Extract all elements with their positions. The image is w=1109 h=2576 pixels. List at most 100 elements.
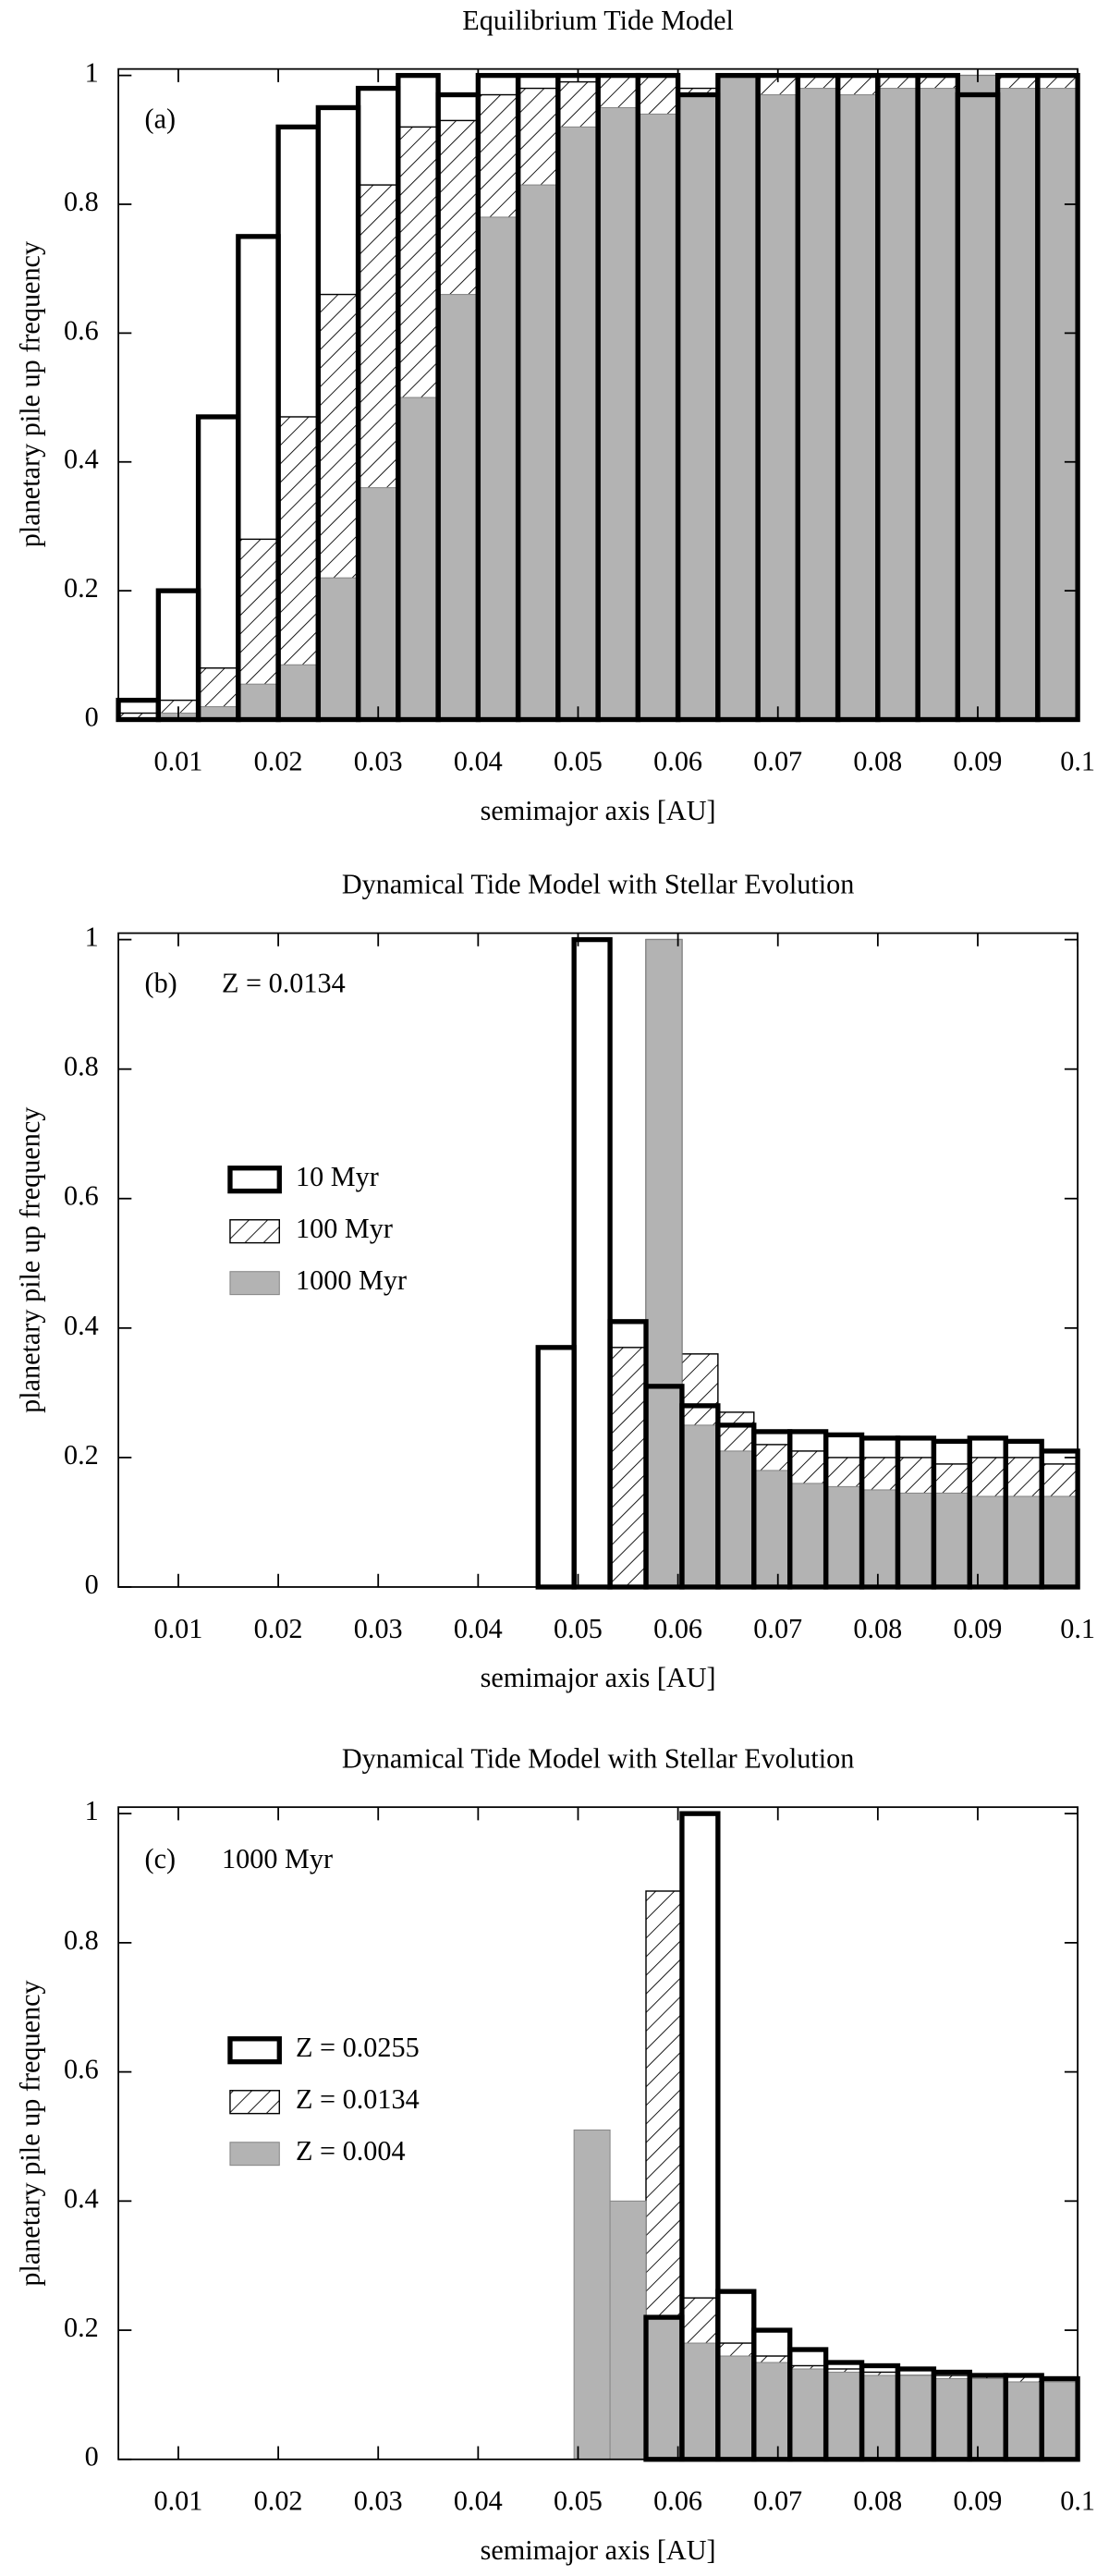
x-tick-label: 0.09: [954, 2485, 1003, 2517]
y-tick-label: 0: [85, 1569, 99, 1600]
x-tick-label: 0.06: [653, 745, 702, 776]
bar: [645, 939, 683, 1588]
annotation: (a): [145, 103, 177, 134]
bar: [896, 2375, 934, 2460]
legend-swatch: [229, 1219, 280, 1244]
y-tick-label: 0: [85, 2441, 99, 2472]
chart-title: Dynamical Tide Model with Stellar Evolut…: [342, 869, 855, 900]
bar: [997, 88, 1039, 721]
y-tick-label: 0.4: [64, 1310, 99, 1341]
x-tick-label: 0.1: [1060, 745, 1095, 776]
annotation: 1000 Myr: [222, 1843, 333, 1874]
bar: [645, 2316, 683, 2460]
x-tick-label: 0.06: [653, 2485, 702, 2517]
bar: [861, 1489, 899, 1588]
bar: [1041, 1496, 1079, 1588]
bar: [957, 75, 999, 721]
y-axis-label: planetary pile up frequency: [15, 1107, 46, 1413]
legend-label: 10 Myr: [296, 1161, 379, 1192]
x-tick-label: 0.06: [653, 1613, 702, 1644]
x-tick-label: 0.1: [1060, 2485, 1095, 2517]
y-tick-label: 1: [85, 57, 99, 89]
x-tick-label: 0.07: [753, 1613, 802, 1644]
bar: [969, 2377, 1006, 2460]
y-tick-label: 0.6: [64, 2054, 99, 2085]
plot-frame: [117, 932, 1079, 1588]
y-tick-label: 0.8: [64, 186, 99, 217]
bar: [1005, 2381, 1042, 2460]
bar: [681, 2342, 719, 2460]
legend-swatch: [227, 1166, 282, 1194]
bar: [837, 93, 879, 721]
bar: [969, 1496, 1006, 1588]
x-axis-label: semimajor axis [AU]: [481, 2534, 716, 2566]
y-tick-label: 0.8: [64, 1051, 99, 1082]
bar: [825, 1485, 863, 1588]
legend-label: 100 Myr: [296, 1213, 393, 1244]
bar: [717, 1450, 755, 1588]
chart-title: Dynamical Tide Model with Stellar Evolut…: [342, 1742, 855, 1774]
x-tick-label: 0.07: [753, 745, 802, 776]
x-tick-label: 0.08: [853, 745, 902, 776]
x-tick-label: 0.1: [1060, 1613, 1095, 1644]
bar: [358, 487, 399, 721]
x-tick-label: 0.02: [254, 745, 303, 776]
chart-title: Equilibrium Tide Model: [462, 5, 734, 36]
bar: [1005, 1496, 1042, 1588]
x-tick-label: 0.03: [354, 1613, 403, 1644]
x-tick-label: 0.02: [254, 2485, 303, 2517]
bar: [1041, 2381, 1079, 2460]
bar: [789, 1483, 827, 1588]
legend-label: Z = 0.0134: [296, 2083, 420, 2115]
bar: [677, 93, 719, 721]
bar: [238, 683, 279, 721]
legend-swatch: [227, 2036, 282, 2065]
x-tick-label: 0.08: [853, 2485, 902, 2517]
bar: [573, 2129, 611, 2460]
x-tick-label: 0.04: [454, 2485, 503, 2517]
bar: [609, 1347, 647, 1588]
y-tick-label: 0.6: [64, 1180, 99, 1212]
bar: [557, 126, 599, 721]
x-tick-label: 0.01: [154, 2485, 203, 2517]
bar: [681, 1424, 719, 1588]
y-tick-label: 0.4: [64, 2182, 99, 2214]
x-axis-label: semimajor axis [AU]: [481, 795, 716, 826]
bar: [932, 1492, 970, 1588]
x-axis-label: semimajor axis [AU]: [481, 1662, 716, 1693]
bar: [896, 1492, 934, 1588]
bar: [597, 106, 639, 721]
x-tick-label: 0.02: [254, 1613, 303, 1644]
x-tick-label: 0.01: [154, 745, 203, 776]
x-tick-label: 0.09: [954, 745, 1003, 776]
bar: [877, 88, 919, 721]
legend-swatch: [229, 1271, 280, 1296]
legend-label: 1000 Myr: [296, 1264, 407, 1296]
x-tick-label: 0.08: [853, 1613, 902, 1644]
bar: [757, 93, 798, 721]
y-tick-label: 0.6: [64, 314, 99, 346]
bar: [917, 88, 958, 721]
x-tick-label: 0.04: [454, 745, 503, 776]
legend-swatch: [229, 2090, 280, 2115]
x-tick-label: 0.05: [554, 1613, 603, 1644]
bar: [609, 2200, 647, 2460]
bar: [1037, 88, 1079, 721]
y-tick-label: 0.2: [64, 1439, 99, 1471]
bar: [861, 2375, 899, 2460]
x-tick-label: 0.05: [554, 745, 603, 776]
bar: [317, 577, 360, 721]
x-tick-label: 0.01: [154, 1613, 203, 1644]
y-axis-label: planetary pile up frequency: [15, 241, 46, 547]
bar: [717, 2355, 755, 2460]
legend-label: Z = 0.0255: [296, 2032, 420, 2063]
x-tick-label: 0.05: [554, 2485, 603, 2517]
bar: [825, 2371, 863, 2460]
x-tick-label: 0.03: [354, 745, 403, 776]
plot-frame: [117, 1806, 1079, 2460]
annotation: (c): [145, 1843, 177, 1874]
x-tick-label: 0.09: [954, 1613, 1003, 1644]
y-tick-label: 1: [85, 1795, 99, 1826]
